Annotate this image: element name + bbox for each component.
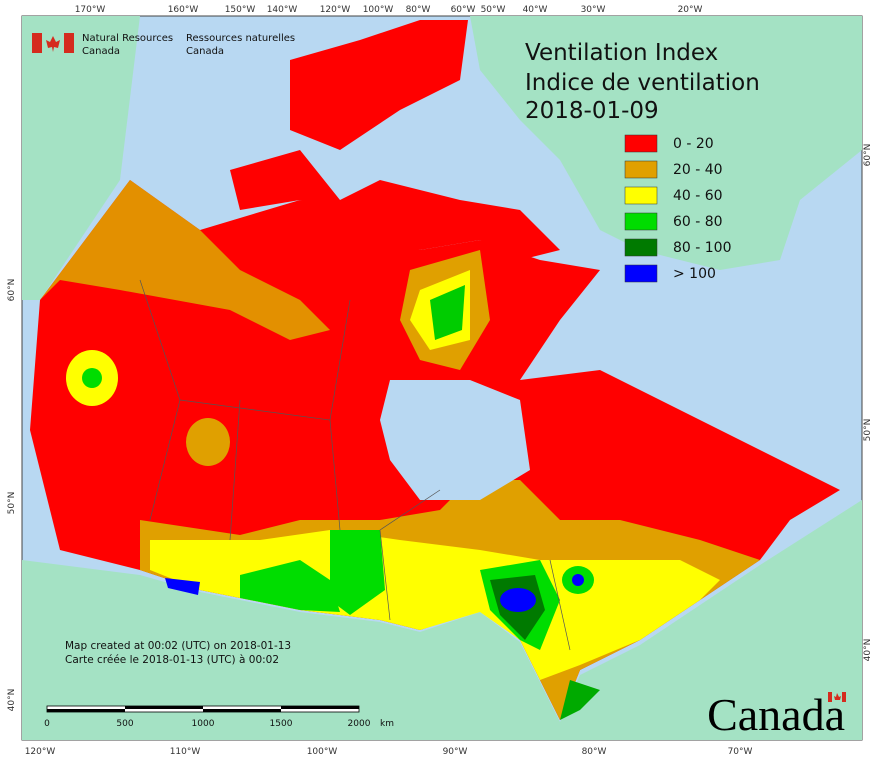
zone	[330, 530, 385, 615]
longitude-label: 150°W	[225, 5, 256, 15]
zone	[40, 180, 330, 340]
zone	[572, 574, 584, 586]
longitude-label: 30°W	[581, 5, 606, 15]
borders	[139, 279, 571, 651]
graticule-labels: 170°W 160°W 150°W 140°W 120°W 100°W 80°W 60°W 50…	[7, 5, 873, 757]
longitude-label: 140°W	[267, 5, 298, 15]
longitude-label: 20°W	[678, 5, 703, 15]
longitude-label: 80°W	[406, 5, 431, 15]
longitude-label: 40°W	[523, 5, 548, 15]
flag-bar	[828, 692, 832, 702]
scale-segment	[125, 706, 203, 709]
legend-swatch	[624, 264, 658, 283]
org-en: Canada	[82, 46, 120, 57]
latitude-label: 60°N	[7, 279, 17, 302]
longitude-label: 110°W	[170, 747, 201, 757]
scale-segment	[47, 709, 125, 712]
zone	[240, 560, 340, 612]
scale-label: 500	[116, 719, 133, 729]
flag-leaf	[46, 36, 60, 52]
header: Natural Resources Canada Ressources natu…	[82, 33, 295, 57]
org-en: Natural Resources	[82, 33, 173, 44]
flag-bar	[64, 33, 74, 53]
legend-label: > 100	[673, 266, 716, 282]
legend-label: 40 - 60	[673, 188, 723, 204]
longitude-label: 120°W	[25, 747, 56, 757]
flag-bar	[842, 692, 846, 702]
latitude-label: 40°N	[863, 639, 873, 662]
legend-label: 80 - 100	[673, 240, 732, 256]
latitude-label: 50°N	[863, 419, 873, 442]
longitude-label: 100°W	[363, 5, 394, 15]
scale-bar: 0 500 1000 1500 2000 km	[44, 705, 394, 729]
land-other	[22, 16, 862, 740]
legend-label: 0 - 20	[673, 136, 714, 152]
logo-flag	[32, 33, 74, 53]
legend-swatch	[624, 134, 658, 153]
title-line: Ventilation Index	[525, 40, 718, 66]
legend-label: 60 - 80	[673, 214, 723, 230]
scale-label: 2000	[348, 719, 371, 729]
longitude-label: 50°W	[481, 5, 506, 15]
note-line: Map created at 00:02 (UTC) on 2018-01-13	[65, 640, 291, 652]
org-fr: Ressources naturelles	[186, 33, 295, 44]
zone	[165, 578, 200, 595]
title-line: Indice de ventilation	[525, 70, 760, 96]
arctic-islands	[290, 20, 468, 150]
flag-bar	[32, 33, 42, 53]
longitude-label: 120°W	[320, 5, 351, 15]
alaska	[22, 16, 140, 300]
wordmark: Canada	[707, 689, 845, 740]
hudson-bay	[380, 380, 530, 500]
legend-swatch	[624, 186, 658, 205]
zone	[430, 285, 465, 340]
latitude-label: 40°N	[7, 689, 17, 712]
longitude-label: 170°W	[75, 5, 106, 15]
arctic-islands	[230, 150, 560, 260]
latitude-label: 60°N	[863, 144, 873, 167]
united-states	[22, 500, 862, 740]
longitude-label: 70°W	[728, 747, 753, 757]
legend-swatch	[624, 212, 658, 231]
zone	[186, 418, 230, 466]
zone	[560, 680, 600, 720]
longitude-label: 80°W	[582, 747, 607, 757]
longitude-label: 60°W	[451, 5, 476, 15]
title: Ventilation Index Indice de ventilation …	[525, 40, 760, 124]
latitude-label: 50°N	[7, 492, 17, 515]
legend-label: 20 - 40	[673, 162, 723, 178]
legend-swatch	[624, 160, 658, 179]
zone	[82, 368, 102, 388]
title-line: 2018-01-09	[525, 98, 659, 124]
scale-label: 1000	[192, 719, 215, 729]
note: Map created at 00:02 (UTC) on 2018-01-13…	[65, 640, 291, 666]
flag-leaf	[834, 693, 841, 700]
scale-segment	[281, 706, 359, 709]
longitude-label: 100°W	[307, 747, 338, 757]
wordmark-flag	[828, 692, 846, 702]
legend: 0 - 20 20 - 40 40 - 60 60 - 80 80 - 100 > 100	[624, 134, 732, 283]
scale-label: 0	[44, 719, 50, 729]
scale-label: 1500	[270, 719, 293, 729]
greenland	[470, 16, 862, 270]
legend-swatch	[624, 238, 658, 257]
org-fr: Canada	[186, 46, 224, 57]
longitude-label: 160°W	[168, 5, 199, 15]
canada	[30, 20, 840, 720]
province-border	[139, 279, 571, 651]
longitude-label: 90°W	[443, 747, 468, 757]
scale-segment	[203, 709, 281, 712]
scale-unit: km	[380, 719, 394, 729]
zone	[500, 588, 536, 612]
note-line: Carte créée le 2018-01-13 (UTC) à 00:02	[65, 654, 279, 666]
